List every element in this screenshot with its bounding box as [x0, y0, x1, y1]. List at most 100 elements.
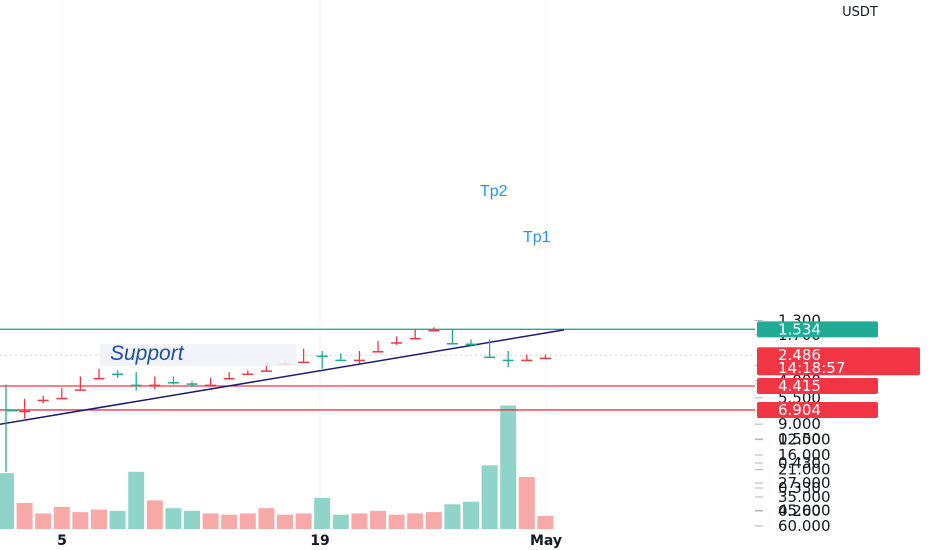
candle-body — [56, 397, 68, 400]
candle-body — [242, 373, 254, 376]
support-note[interactable]: Support — [110, 342, 185, 365]
candle-body — [502, 359, 514, 362]
volume-bar — [165, 508, 182, 529]
candle-body — [74, 389, 86, 391]
candle — [56, 388, 68, 400]
candle-body — [372, 351, 384, 353]
grid — [61, 0, 547, 532]
volume-bar — [444, 504, 461, 529]
y-tick-label[interactable]: 0.260 — [778, 502, 821, 520]
volume-bar — [16, 503, 33, 529]
volume-bar — [388, 514, 405, 529]
last-price-label: 2.486 — [778, 346, 821, 364]
x-tick-label[interactable]: 19 — [310, 533, 329, 549]
volume-bar — [351, 513, 368, 529]
volume-bar — [407, 513, 424, 529]
volume-bar — [53, 506, 70, 529]
candle-body — [112, 373, 124, 376]
candle-body — [130, 384, 142, 387]
candle — [223, 371, 235, 380]
candle-body — [205, 384, 217, 387]
candle-body — [6, 409, 18, 412]
volume-bar — [463, 501, 479, 529]
candle — [167, 376, 179, 385]
volume-bar — [221, 514, 238, 529]
volume-bar — [481, 465, 498, 529]
y-tick-label[interactable]: 0.550 — [778, 430, 821, 448]
y-tick-label[interactable]: 16.000 — [778, 446, 831, 464]
candle-body — [186, 383, 198, 385]
candle — [372, 340, 384, 353]
volume-bar — [370, 510, 386, 529]
candle — [186, 381, 198, 388]
downtrend-line[interactable] — [0, 329, 565, 425]
candle — [446, 329, 458, 345]
candle — [205, 377, 217, 387]
candle — [93, 368, 105, 380]
candle-body — [19, 410, 31, 413]
time-axis[interactable]: 5 19 May — [57, 533, 562, 549]
last-price-tag — [757, 347, 920, 376]
volume-bar — [295, 513, 312, 529]
candle — [242, 370, 254, 376]
volume-bar — [500, 405, 517, 529]
support-note-background — [100, 344, 296, 366]
volume-bar — [518, 477, 535, 529]
x-tick-label[interactable]: May — [530, 533, 562, 549]
volume-bar — [202, 513, 219, 529]
y-tick-label[interactable]: 9.000 — [778, 415, 821, 433]
candle — [539, 354, 551, 360]
y-tick-label[interactable]: 21.000 — [778, 461, 831, 479]
y-tick-label[interactable]: 12.000 — [778, 431, 831, 449]
candle — [428, 327, 440, 332]
candle-body — [446, 343, 458, 345]
x-tick-label[interactable]: 5 — [57, 533, 67, 549]
trendline-layer[interactable] — [0, 329, 565, 425]
volume-bar — [109, 510, 126, 529]
volume-bar — [0, 473, 14, 529]
candle-body — [223, 377, 235, 380]
tp2-note[interactable]: Tp2 — [480, 183, 508, 200]
annotations[interactable]: Tp2 Tp1 Support — [100, 183, 551, 366]
volume-bar — [332, 514, 349, 529]
candle — [5, 384, 18, 473]
candle — [409, 329, 421, 340]
volume-bars — [0, 405, 554, 529]
tp1-price-tag — [757, 377, 878, 394]
candle — [484, 339, 496, 359]
tp1-note[interactable]: Tp1 — [523, 229, 551, 246]
candle — [335, 353, 347, 362]
y-tick-label[interactable]: 60.000 — [778, 517, 831, 535]
candle-body — [316, 355, 328, 358]
candle-body — [298, 361, 310, 364]
volume-bar — [128, 471, 145, 529]
bar-countdown: 14:18:57 — [778, 359, 845, 377]
y-tick-label[interactable]: 0.330 — [778, 479, 821, 497]
support-price-tag — [757, 321, 878, 338]
candle-body — [521, 359, 533, 362]
volume-bar — [146, 500, 163, 529]
y-tick-label[interactable]: 35.000 — [778, 488, 831, 506]
tp2-price-tag — [757, 401, 878, 418]
candle-body — [93, 377, 105, 380]
y-tick-label[interactable]: 27.000 — [778, 474, 831, 492]
candle-body — [335, 359, 347, 362]
tp1-price-label: 4.415 — [778, 377, 821, 395]
tp2-price-label: 6.904 — [778, 401, 821, 419]
y-tick-label[interactable]: 0.430 — [778, 454, 821, 472]
candle-body — [465, 343, 477, 346]
candles — [5, 327, 551, 473]
candle-body — [260, 370, 272, 372]
candle-body — [149, 384, 161, 387]
currency-label[interactable]: USDT — [842, 5, 878, 20]
volume-bar — [72, 512, 89, 529]
candle-body — [539, 357, 551, 360]
candle — [353, 351, 365, 364]
candle-body — [37, 399, 49, 402]
volume-bar — [537, 516, 554, 529]
y-tick-label[interactable]: 45.000 — [778, 501, 831, 519]
candle — [502, 351, 514, 368]
